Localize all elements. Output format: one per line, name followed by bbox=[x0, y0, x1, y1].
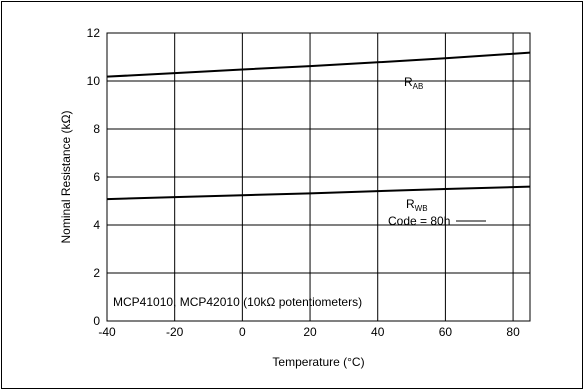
y-tick-label: 12 bbox=[87, 26, 101, 40]
series bbox=[106, 51, 531, 201]
series-line-rwb bbox=[106, 185, 531, 201]
series-line-rab bbox=[106, 51, 531, 78]
y-tick-label: 4 bbox=[93, 218, 100, 232]
device-annotation: MCP41010, MCP42010 (10kΩ potentiometers) bbox=[113, 295, 362, 309]
x-tick-label: 80 bbox=[506, 325, 520, 339]
x-tick-label: 0 bbox=[239, 325, 246, 339]
x-tick-label: 20 bbox=[303, 325, 317, 339]
y-tick-label: 8 bbox=[93, 122, 100, 136]
ticks: -40 -20 0 20 40 60 80 0 2 4 6 8 10 12 bbox=[87, 26, 520, 339]
x-tick-label: 40 bbox=[371, 325, 385, 339]
x-tick-label: 60 bbox=[439, 325, 453, 339]
y-axis-title: Nominal Resistance (kΩ) bbox=[59, 110, 73, 243]
y-tick-label: 6 bbox=[93, 170, 100, 184]
plot-area bbox=[106, 32, 531, 322]
y-tick-label: 0 bbox=[93, 314, 100, 328]
x-tick-label: -20 bbox=[166, 325, 184, 339]
y-tick-label: 10 bbox=[87, 74, 101, 88]
code-annotation: Code = 80h bbox=[388, 214, 450, 228]
series-label-rwb: RWB bbox=[406, 197, 428, 213]
y-tick-label: 2 bbox=[93, 266, 100, 280]
x-axis-title: Temperature (°C) bbox=[272, 355, 364, 369]
x-tick-label: -40 bbox=[98, 325, 116, 339]
series-label-rab: RAB bbox=[404, 75, 423, 91]
grid bbox=[106, 32, 530, 322]
